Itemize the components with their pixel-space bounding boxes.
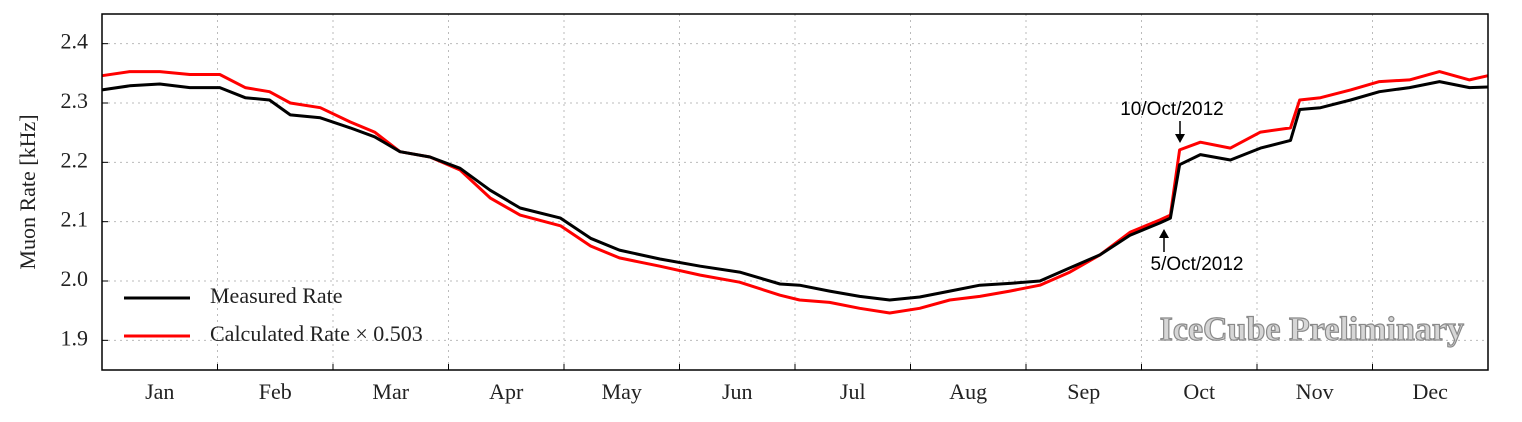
- x-tick-label: Aug: [949, 379, 987, 404]
- y-tick-label: 2.3: [61, 88, 89, 113]
- plot-area: [101, 14, 1489, 370]
- y-tick-label: 1.9: [61, 325, 89, 350]
- watermark: IceCube Preliminary: [1160, 311, 1464, 348]
- x-tick-label: Oct: [1183, 379, 1215, 404]
- annotation-arrowhead: [1175, 134, 1185, 143]
- x-tick-label: May: [602, 379, 642, 404]
- x-tick-label: Jul: [840, 379, 866, 404]
- legend-label: Calculated Rate × 0.503: [210, 321, 423, 346]
- y-tick-label: 2.0: [61, 266, 89, 291]
- series-line: [101, 80, 1489, 302]
- x-tick-label: Mar: [372, 379, 409, 404]
- x-tick-label: Apr: [489, 379, 524, 404]
- x-tick-label: Feb: [259, 379, 292, 404]
- y-tick-label: 2.2: [61, 147, 89, 172]
- y-tick-label: 2.1: [61, 207, 89, 232]
- y-axis-label: Muon Rate [kHz]: [15, 114, 40, 269]
- annotation: 10/Oct/2012: [1120, 99, 1224, 120]
- series-line: [101, 70, 1489, 315]
- y-tick-label: 2.4: [61, 29, 89, 54]
- annotation: 5/Oct/2012: [1151, 254, 1244, 275]
- annotation-arrowhead: [1159, 229, 1169, 238]
- x-tick-label: Jan: [145, 379, 174, 404]
- x-tick-label: Nov: [1296, 379, 1334, 404]
- x-tick-label: Sep: [1067, 379, 1100, 404]
- x-tick-label: Dec: [1413, 379, 1449, 404]
- x-tick-label: Jun: [722, 379, 753, 404]
- legend-label: Measured Rate: [210, 283, 343, 308]
